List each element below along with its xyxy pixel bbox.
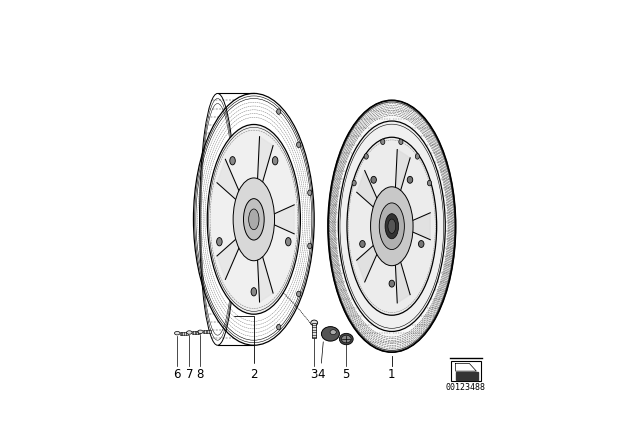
Ellipse shape xyxy=(273,157,278,165)
Ellipse shape xyxy=(296,291,301,297)
Text: 7: 7 xyxy=(186,368,193,381)
Ellipse shape xyxy=(311,320,317,326)
Ellipse shape xyxy=(308,243,312,249)
Text: 8: 8 xyxy=(196,368,204,381)
Polygon shape xyxy=(406,213,430,240)
Ellipse shape xyxy=(389,280,395,287)
Ellipse shape xyxy=(328,100,456,352)
Text: 00123488: 00123488 xyxy=(446,383,486,392)
Ellipse shape xyxy=(347,137,436,315)
Polygon shape xyxy=(217,159,244,205)
Ellipse shape xyxy=(296,142,301,147)
Ellipse shape xyxy=(308,190,312,195)
Text: 3: 3 xyxy=(310,368,318,381)
Ellipse shape xyxy=(364,154,368,159)
Bar xyxy=(180,332,188,335)
Text: 5: 5 xyxy=(342,368,350,381)
Polygon shape xyxy=(266,205,294,234)
Ellipse shape xyxy=(388,219,396,233)
Ellipse shape xyxy=(415,154,419,159)
Polygon shape xyxy=(396,252,410,303)
Polygon shape xyxy=(356,242,380,282)
Bar xyxy=(192,331,200,334)
Polygon shape xyxy=(396,150,410,201)
Ellipse shape xyxy=(276,109,281,114)
Polygon shape xyxy=(258,243,273,302)
Ellipse shape xyxy=(407,177,413,183)
Ellipse shape xyxy=(371,177,376,183)
Text: 4: 4 xyxy=(317,368,325,381)
Ellipse shape xyxy=(380,203,404,250)
Ellipse shape xyxy=(251,288,257,296)
Polygon shape xyxy=(356,171,380,211)
Ellipse shape xyxy=(339,333,353,345)
Polygon shape xyxy=(217,234,244,280)
Ellipse shape xyxy=(276,324,281,330)
Text: 1: 1 xyxy=(388,368,396,381)
Ellipse shape xyxy=(339,121,445,332)
Ellipse shape xyxy=(233,178,275,261)
Bar xyxy=(312,323,316,338)
Ellipse shape xyxy=(207,125,300,314)
Ellipse shape xyxy=(198,330,203,333)
Bar xyxy=(203,331,211,333)
Ellipse shape xyxy=(399,139,403,145)
Ellipse shape xyxy=(285,237,291,246)
Ellipse shape xyxy=(330,330,336,335)
Ellipse shape xyxy=(428,180,431,186)
Ellipse shape xyxy=(381,139,385,145)
Ellipse shape xyxy=(249,209,259,230)
Ellipse shape xyxy=(385,214,399,239)
Ellipse shape xyxy=(187,331,192,334)
Polygon shape xyxy=(456,363,476,371)
Ellipse shape xyxy=(321,327,339,341)
Text: 6: 6 xyxy=(173,368,181,381)
Ellipse shape xyxy=(216,237,222,246)
Ellipse shape xyxy=(342,335,351,343)
Ellipse shape xyxy=(419,241,424,247)
Polygon shape xyxy=(258,137,273,196)
Ellipse shape xyxy=(243,198,264,240)
Text: 2: 2 xyxy=(250,368,257,381)
Ellipse shape xyxy=(360,241,365,247)
Ellipse shape xyxy=(371,187,413,266)
Bar xyxy=(451,361,481,382)
Ellipse shape xyxy=(352,180,356,186)
Polygon shape xyxy=(456,372,478,380)
Ellipse shape xyxy=(230,157,236,165)
Ellipse shape xyxy=(175,332,180,335)
